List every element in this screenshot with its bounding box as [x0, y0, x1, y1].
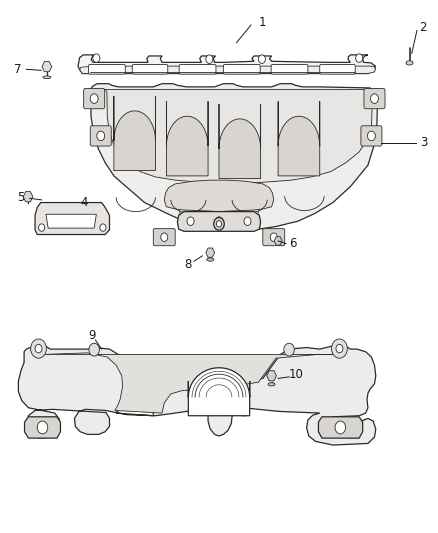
- Polygon shape: [46, 214, 96, 228]
- Text: 8: 8: [184, 258, 191, 271]
- Text: 2: 2: [419, 21, 427, 34]
- Text: 3: 3: [420, 136, 427, 149]
- Polygon shape: [91, 84, 378, 230]
- Circle shape: [187, 217, 194, 225]
- FancyBboxPatch shape: [263, 229, 285, 246]
- Circle shape: [270, 233, 277, 241]
- Polygon shape: [318, 417, 363, 438]
- Circle shape: [161, 233, 168, 241]
- Circle shape: [371, 94, 378, 103]
- FancyBboxPatch shape: [84, 88, 105, 109]
- Circle shape: [37, 421, 48, 434]
- Polygon shape: [278, 101, 320, 176]
- Text: 5: 5: [18, 191, 25, 204]
- Circle shape: [367, 131, 375, 141]
- Circle shape: [215, 217, 223, 225]
- Circle shape: [244, 217, 251, 225]
- Circle shape: [206, 55, 213, 63]
- Ellipse shape: [268, 383, 275, 386]
- Circle shape: [31, 339, 46, 358]
- Text: 10: 10: [289, 368, 304, 381]
- Circle shape: [335, 421, 346, 434]
- Polygon shape: [164, 180, 274, 212]
- Text: 7: 7: [14, 63, 21, 76]
- Polygon shape: [114, 96, 155, 171]
- FancyBboxPatch shape: [90, 126, 111, 146]
- Ellipse shape: [406, 61, 413, 65]
- FancyBboxPatch shape: [88, 64, 125, 74]
- Circle shape: [284, 343, 294, 356]
- FancyBboxPatch shape: [320, 64, 355, 74]
- FancyBboxPatch shape: [132, 64, 168, 74]
- FancyBboxPatch shape: [223, 64, 260, 74]
- Circle shape: [336, 344, 343, 353]
- Polygon shape: [44, 353, 339, 413]
- Circle shape: [258, 55, 265, 63]
- FancyBboxPatch shape: [364, 88, 385, 109]
- Text: 6: 6: [289, 237, 297, 250]
- Text: 1: 1: [259, 16, 267, 29]
- FancyBboxPatch shape: [153, 229, 175, 246]
- Circle shape: [93, 54, 100, 62]
- Circle shape: [356, 54, 363, 62]
- Polygon shape: [177, 212, 261, 231]
- Circle shape: [97, 131, 105, 141]
- Polygon shape: [35, 203, 110, 235]
- Polygon shape: [219, 104, 261, 179]
- Polygon shape: [18, 345, 376, 445]
- Ellipse shape: [43, 76, 51, 79]
- Circle shape: [35, 344, 42, 353]
- Circle shape: [214, 217, 224, 230]
- Polygon shape: [188, 368, 250, 416]
- FancyBboxPatch shape: [271, 64, 308, 74]
- Text: 9: 9: [88, 329, 96, 342]
- Polygon shape: [80, 66, 375, 74]
- Polygon shape: [100, 90, 372, 183]
- FancyBboxPatch shape: [179, 64, 216, 74]
- Circle shape: [90, 94, 98, 103]
- Ellipse shape: [207, 258, 214, 261]
- Circle shape: [39, 224, 45, 231]
- Circle shape: [100, 224, 106, 231]
- Polygon shape: [25, 417, 60, 438]
- Circle shape: [216, 221, 222, 227]
- FancyBboxPatch shape: [361, 126, 382, 146]
- Text: 4: 4: [80, 196, 88, 209]
- Circle shape: [332, 339, 347, 358]
- Circle shape: [89, 343, 99, 356]
- Polygon shape: [166, 101, 208, 176]
- Polygon shape: [78, 55, 375, 74]
